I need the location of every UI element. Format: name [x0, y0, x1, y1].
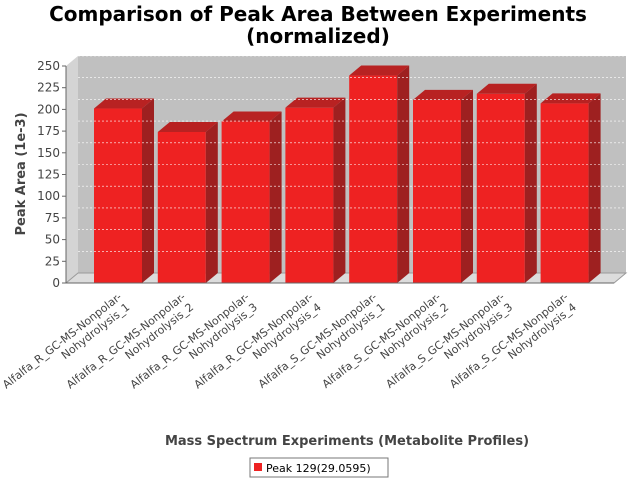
y-tick-label: 0 [52, 276, 60, 290]
y-tick-label: 125 [37, 168, 60, 182]
y-tick-label: 100 [37, 189, 60, 203]
x-axis-label: Mass Spectrum Experiments (Metabolite Pr… [165, 434, 529, 449]
x-category-label-line: Alfalfa_R_GC-MS-Nonpolar- [0, 290, 124, 391]
bar [476, 83, 537, 283]
bar [157, 121, 218, 283]
bar-side [397, 65, 410, 283]
bar-front [413, 99, 461, 284]
bar-front [157, 131, 206, 283]
y-tick-label: 225 [37, 81, 60, 95]
bar-side [333, 97, 346, 283]
bar-front [476, 93, 525, 283]
bar-side [588, 93, 601, 283]
bar-series [66, 65, 614, 284]
bar [349, 65, 410, 283]
bar-top [349, 65, 410, 76]
legend-box [249, 457, 389, 478]
bar-side [269, 111, 282, 283]
bar-top [413, 89, 473, 100]
y-tick-label: 25 [45, 254, 60, 268]
bar-front [349, 75, 398, 283]
bar-side [142, 98, 154, 283]
bar-top [157, 121, 218, 132]
y-tick-label: 150 [37, 146, 60, 160]
y-tick-label: 175 [37, 124, 60, 138]
bar-top [476, 83, 537, 94]
bar [285, 97, 346, 283]
bar-top [94, 98, 154, 109]
legend-swatch [254, 463, 262, 471]
left-wall [66, 56, 78, 283]
bar-side [524, 83, 537, 283]
y-axis-ticks: 0 25 50 75 100 125 150 175 200 225 250 [37, 55, 626, 290]
y-tick-label: 250 [37, 59, 60, 73]
bar-front [540, 103, 589, 283]
bar-top [221, 111, 282, 122]
legend-entry: Peak 129(29.0595) [266, 462, 371, 475]
bar-top [285, 97, 346, 108]
chart-title-line-2: (normalized) [246, 24, 390, 48]
chart-title-line-1: Comparison of Peak Area Between Experime… [49, 2, 587, 26]
y-tick-label: 75 [45, 211, 60, 225]
bar-side [205, 121, 218, 283]
x-axis-category-labels: Alfalfa_R_GC-MS-Nonpolar-Nohydrolysis_1A… [0, 290, 579, 391]
bar-top [540, 93, 601, 104]
bar [221, 111, 282, 283]
bar [540, 93, 601, 283]
bar-front [285, 107, 334, 283]
y-tick-label: 50 [45, 233, 60, 247]
legend: Peak 129(29.0595) [249, 457, 389, 478]
bar-front [221, 121, 270, 283]
y-axis-label: Peak Area (1e-3) [14, 112, 29, 235]
bar [413, 89, 473, 284]
bar-front [94, 108, 142, 283]
bar [94, 98, 154, 283]
y-tick-label: 200 [37, 102, 60, 116]
